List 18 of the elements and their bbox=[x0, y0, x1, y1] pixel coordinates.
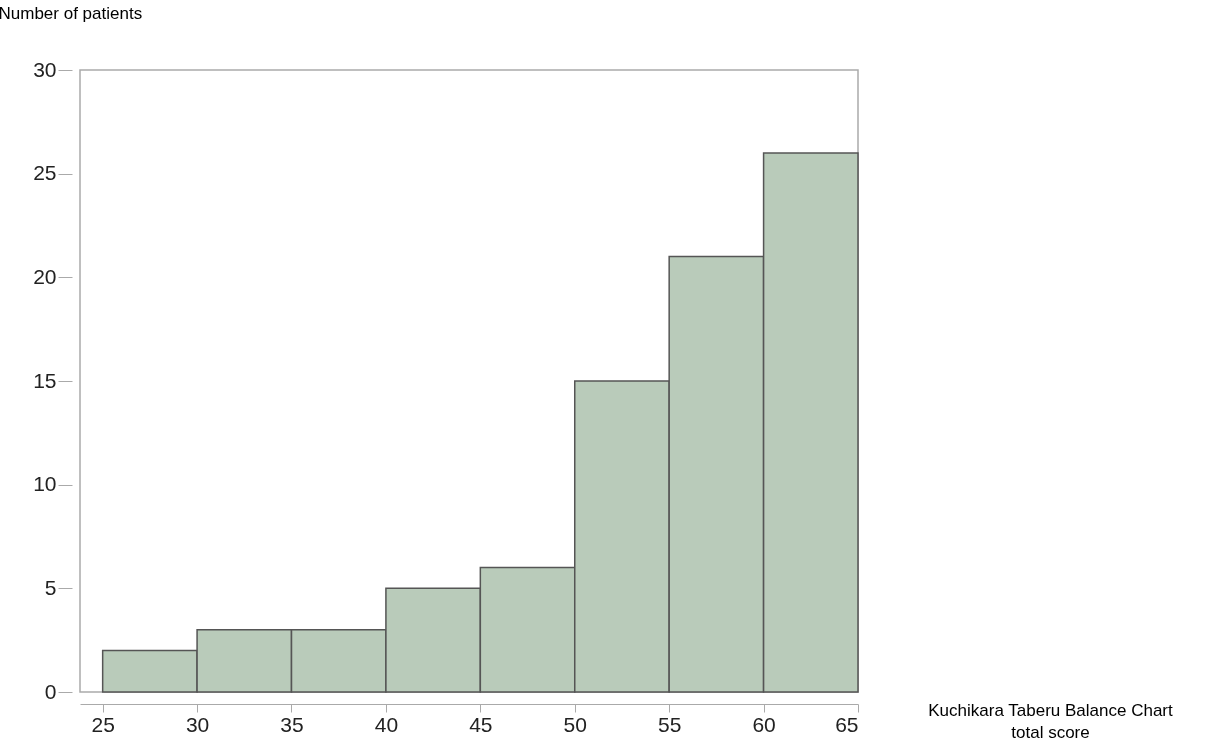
y-tick-label: 20 bbox=[33, 264, 57, 288]
y-tick-label: 30 bbox=[33, 57, 57, 81]
y-tick-label: 10 bbox=[33, 472, 57, 496]
y-tick-label: 5 bbox=[44, 575, 57, 599]
x-tick-label: 55 bbox=[657, 712, 682, 736]
x-tick-label: 50 bbox=[563, 712, 587, 736]
y-axis-title: Number of patients bbox=[0, 3, 143, 23]
x-tick-label: 35 bbox=[280, 712, 304, 736]
y-tick-label: 0 bbox=[44, 679, 57, 703]
x-tick-label: 60 bbox=[752, 712, 776, 736]
y-tick-label: 15 bbox=[33, 368, 57, 392]
y-tick-label: 25 bbox=[33, 161, 57, 185]
x-tick-label: 25 bbox=[91, 712, 115, 736]
x-axis-title: Kuchikara Taberu Balance Chart total score bbox=[928, 700, 1173, 742]
x-tick-label: 40 bbox=[374, 712, 399, 736]
x-tick-label: 65 bbox=[835, 712, 859, 736]
x-tick-label: 45 bbox=[469, 712, 493, 736]
x-tick-label: 30 bbox=[185, 712, 210, 736]
